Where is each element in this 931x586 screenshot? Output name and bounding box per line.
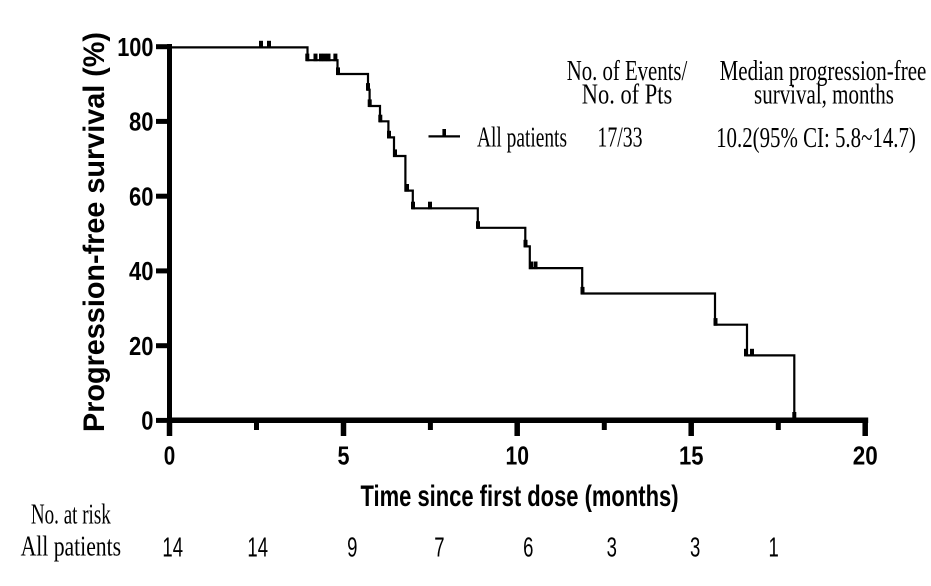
svg-text:0: 0 [164,441,176,471]
svg-text:20: 20 [853,441,878,471]
svg-text:10: 10 [505,441,529,471]
svg-text:80: 80 [129,107,154,137]
svg-text:10.2(95% CI: 5.8~14.7): 10.2(95% CI: 5.8~14.7) [716,123,916,154]
svg-text:survival, months: survival, months [754,80,894,111]
svg-text:3: 3 [607,532,617,563]
svg-text:14: 14 [162,532,183,563]
svg-text:6: 6 [523,532,533,563]
svg-text:14: 14 [247,532,268,563]
svg-text:Time since first dose (months): Time since first dose (months) [361,480,679,513]
svg-text:No. of Events/: No. of Events/ [567,56,688,87]
svg-text:1: 1 [768,532,778,563]
svg-text:40: 40 [129,256,154,286]
svg-text:100: 100 [117,32,153,62]
svg-text:No. of Pts: No. of Pts [582,80,672,111]
svg-text:17/33: 17/33 [597,122,642,153]
svg-text:3: 3 [690,532,700,563]
svg-text:5: 5 [338,441,350,471]
svg-text:No. at risk: No. at risk [31,499,111,530]
svg-text:0: 0 [141,406,153,436]
svg-text:15: 15 [679,441,704,471]
svg-text:Progression-free survival (%): Progression-free survival (%) [78,32,111,432]
svg-text:20: 20 [129,331,154,361]
svg-text:All patients: All patients [21,532,122,563]
svg-text:60: 60 [129,182,154,212]
svg-text:All patients: All patients [477,122,567,153]
svg-text:7: 7 [434,532,444,563]
svg-text:9: 9 [347,532,357,563]
svg-text:Median progression-free: Median progression-free [720,56,927,87]
